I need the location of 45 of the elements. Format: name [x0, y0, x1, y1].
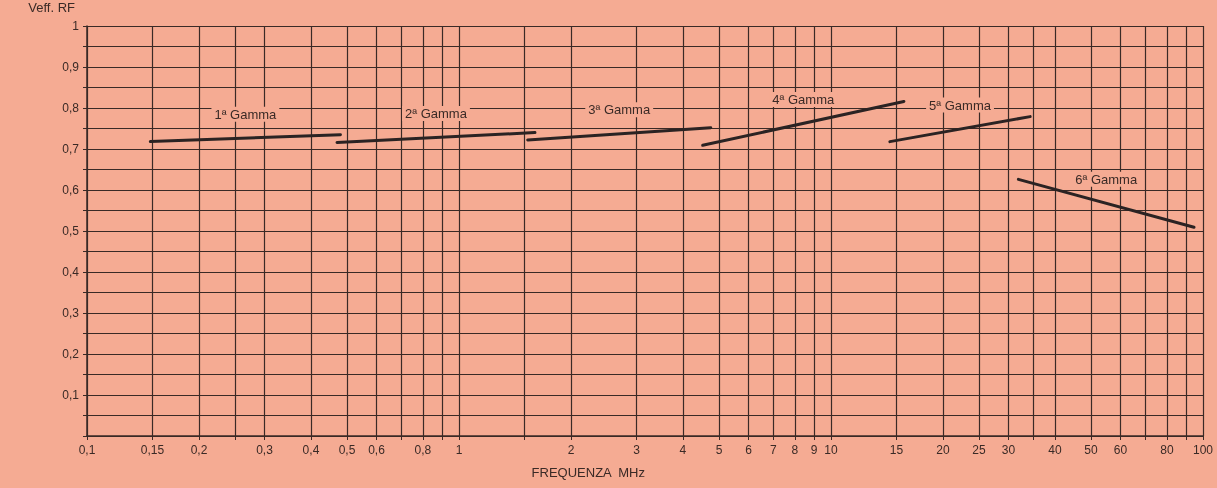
- x-tick-label: 10: [824, 443, 838, 457]
- x-tick-label: 7: [770, 443, 778, 457]
- x-tick-label: 0,3: [256, 443, 274, 457]
- x-axis-title: FREQUENZA MHz: [531, 465, 645, 480]
- y-tick-label: 0,8: [62, 101, 80, 115]
- x-tick-label: 3: [633, 443, 641, 457]
- x-tick-label: 20: [936, 443, 950, 457]
- x-tick-label: 25: [972, 443, 987, 457]
- x-tick-label: 50: [1084, 443, 1099, 457]
- x-tick-label: 15: [889, 443, 904, 457]
- y-tick-label: 0,3: [62, 306, 80, 320]
- y-tick-label: 0,7: [62, 142, 80, 156]
- series-label: 1ª Gamma: [214, 106, 278, 122]
- y-tick-label: 0,9: [62, 60, 80, 74]
- x-tick-label: 8: [791, 443, 799, 457]
- x-tick-label: 6: [745, 443, 753, 457]
- y-tick-label: 0,6: [62, 183, 80, 197]
- series-label: 4ª Gamma: [772, 91, 835, 107]
- x-tick-label: 0,4: [302, 443, 320, 457]
- x-tick-label: 1: [455, 443, 463, 457]
- x-tick-label: 0,5: [338, 443, 356, 457]
- y-axis-title: Veff. RF: [28, 0, 76, 15]
- y-tick-label: 0,2: [62, 347, 80, 361]
- x-tick-label: 0,1: [78, 443, 96, 457]
- series-label: 2ª Gamma: [405, 106, 468, 122]
- x-tick-label: 0,8: [414, 443, 432, 457]
- x-tick-label: 4: [679, 443, 687, 457]
- series-label: 6ª Gamma: [1075, 171, 1138, 187]
- y-tick-label: 1: [72, 19, 80, 33]
- x-tick-label: 2: [567, 443, 575, 457]
- series-label: 3ª Gamma: [588, 102, 651, 118]
- x-tick-label: 40: [1048, 443, 1062, 457]
- x-tick-label: 60: [1113, 443, 1128, 457]
- x-tick-label: 100: [1192, 443, 1214, 457]
- series-label: 5ª Gamma: [929, 97, 992, 113]
- y-tick-label: 0,1: [62, 388, 80, 402]
- x-tick-label: 0,2: [190, 443, 208, 457]
- x-tick-label: 30: [1001, 443, 1016, 457]
- x-tick-label: 5: [715, 443, 723, 457]
- y-tick-label: 0,5: [62, 224, 80, 238]
- y-tick-label: 0,4: [62, 265, 80, 279]
- x-tick-label: 0,15: [140, 443, 165, 457]
- x-tick-label: 80: [1160, 443, 1174, 457]
- x-tick-label: 9: [810, 443, 818, 457]
- x-tick-label: 0,6: [368, 443, 386, 457]
